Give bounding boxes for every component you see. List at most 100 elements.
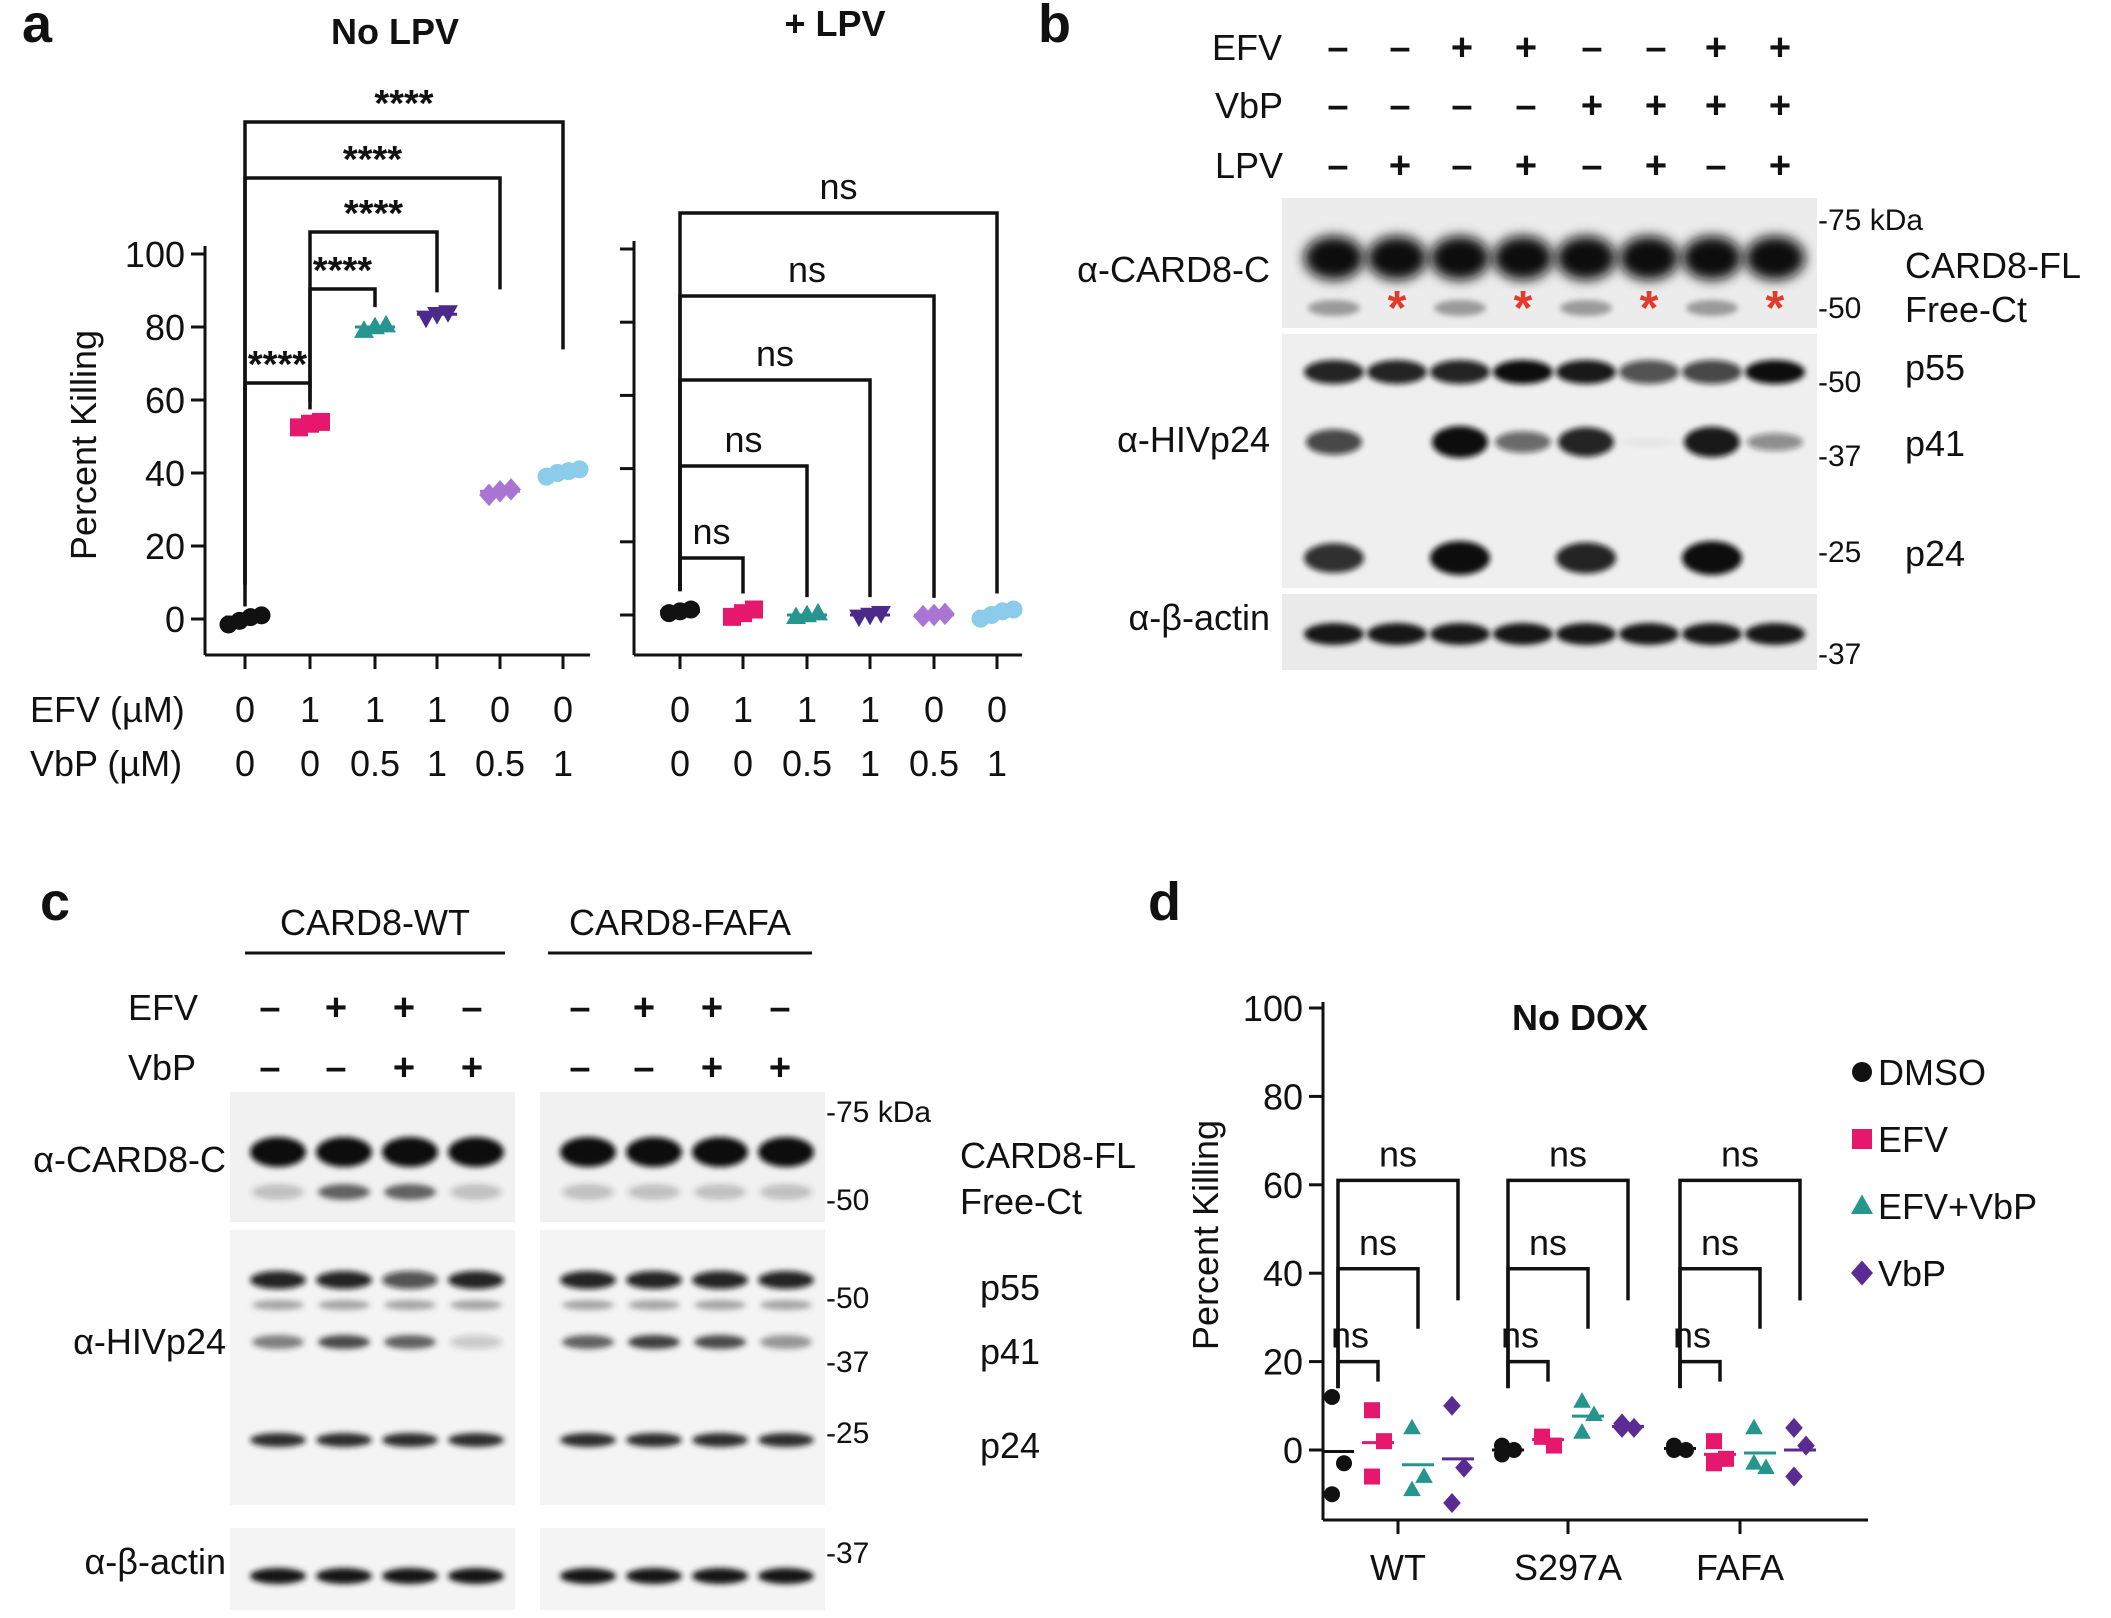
x-label-efv: 0 [670, 689, 690, 730]
c-marker-37b: -37 [826, 1537, 869, 1570]
blot-band [760, 1335, 812, 1349]
blot-band [252, 1184, 304, 1200]
c-band-p41: p41 [980, 1331, 1040, 1372]
blot-band [758, 1137, 814, 1167]
panel-a-right-x-labels: 0 0 1 0 1 0.5 1 1 0 0.5 0 1 [670, 689, 1007, 784]
significance-label: ns [724, 419, 762, 460]
significance-label: **** [343, 139, 402, 181]
b-actin-blot [1282, 594, 1817, 670]
significance-bracket [678, 211, 999, 594]
x-label-vbp: 1 [427, 743, 447, 784]
y-tick-label: 80 [1263, 1076, 1303, 1117]
legend-marker [1852, 1129, 1872, 1149]
panel-d-y-axis-label: Percent Killing [1185, 1120, 1226, 1350]
y-tick-label: 20 [1263, 1342, 1303, 1383]
b-card8-blot: * * * * [1282, 198, 1817, 335]
sign: – [769, 987, 790, 1029]
significance-bracket [243, 381, 312, 607]
significance-label: **** [313, 250, 372, 292]
b-label-actin: α-β-actin [1128, 597, 1270, 638]
x-group-label: WT [1370, 1547, 1426, 1588]
blot-band [1558, 427, 1614, 457]
sign: – [259, 987, 280, 1029]
sign: + [769, 1047, 791, 1089]
blot-band [1432, 426, 1488, 458]
sign: – [461, 987, 482, 1029]
data-point [745, 600, 763, 619]
blot-band [1430, 360, 1490, 384]
blot-band [1367, 236, 1427, 280]
blot-band [1745, 623, 1805, 645]
c-group-wt: CARD8-WT [280, 902, 470, 943]
blot-band [316, 1271, 372, 1289]
sign: + [1645, 85, 1667, 127]
blot-band [562, 1335, 614, 1349]
blot-band [1493, 623, 1553, 645]
blot-band [692, 1568, 748, 1584]
c-group-fafa: CARD8-FAFA [569, 902, 791, 943]
blot-band [1308, 300, 1360, 316]
blot-band [626, 1137, 682, 1167]
panel-a-left-title: No LPV [331, 11, 459, 52]
x-label-efv: 1 [860, 689, 880, 730]
significance-bracket [1336, 1178, 1460, 1389]
x-label-efv: 1 [427, 689, 447, 730]
data-point [1666, 1437, 1682, 1454]
sign: + [393, 987, 415, 1029]
panel-b-sign-grid: – – + + – – + +– – – – + + + +– + – + – + – + [1327, 27, 1791, 187]
blot-band [1556, 360, 1616, 384]
blot-band [318, 1335, 370, 1349]
sign: – [1389, 27, 1410, 69]
blot-band [318, 1184, 370, 1200]
legend-marker [1851, 1260, 1873, 1286]
sign: + [461, 1047, 483, 1089]
significance-label: **** [374, 83, 433, 125]
asterisk: * [1766, 282, 1785, 335]
row-label-vbp: VbP (µM) [30, 743, 182, 784]
significance-label: ns [756, 333, 794, 374]
x-group-label: FAFA [1696, 1547, 1784, 1588]
data-point [1455, 1457, 1473, 1478]
panel-a-right-brackets: ns ns ns ns ns [678, 166, 999, 598]
blot-band [1306, 429, 1362, 455]
y-tick-label: 0 [165, 599, 185, 640]
blot-band [1434, 300, 1486, 316]
x-label-efv: 0 [235, 689, 255, 730]
blot-band [562, 1300, 614, 1310]
blot-band [560, 1568, 616, 1584]
significance-bracket [678, 378, 872, 598]
blot-band [626, 1568, 682, 1584]
sign: – [1327, 27, 1348, 69]
blot-band [1682, 236, 1742, 280]
panel-d-marks [1322, 1388, 1816, 1514]
data-point [1757, 1458, 1775, 1475]
panel-a-left-brackets: **** **** **** **** **** [243, 83, 565, 607]
sign: + [1389, 145, 1411, 187]
y-tick-label: 60 [1263, 1165, 1303, 1206]
blot-band [316, 1433, 372, 1447]
blot-band [1493, 236, 1553, 280]
blot-band [628, 1184, 680, 1200]
x-label-efv: 1 [733, 689, 753, 730]
b-marker-50a: -50 [1818, 292, 1861, 325]
x-label-vbp: 1 [860, 743, 880, 784]
blot-band [384, 1335, 436, 1349]
panel-d-title: No DOX [1512, 997, 1648, 1038]
blot-band [250, 1568, 306, 1584]
y-tick-label: 80 [145, 307, 185, 348]
significance-label: ns [1529, 1222, 1567, 1263]
data-point [1336, 1455, 1352, 1472]
sign: + [1451, 27, 1473, 69]
significance-label: ns [788, 249, 826, 290]
significance-label: ns [1379, 1133, 1417, 1174]
significance-bracket [1506, 1178, 1630, 1389]
x-label-vbp: 0 [670, 743, 690, 784]
significance-bracket [1336, 1359, 1380, 1389]
blot-band [1556, 623, 1616, 645]
blot-band [1430, 236, 1490, 280]
c-band-labels: CARD8-FL Free-Ct p55 p41 p24 [960, 1135, 1136, 1466]
blot-band [694, 1184, 746, 1200]
significance-bracket [308, 230, 439, 388]
panel-a-y-axis-label: Percent Killing [63, 330, 104, 560]
